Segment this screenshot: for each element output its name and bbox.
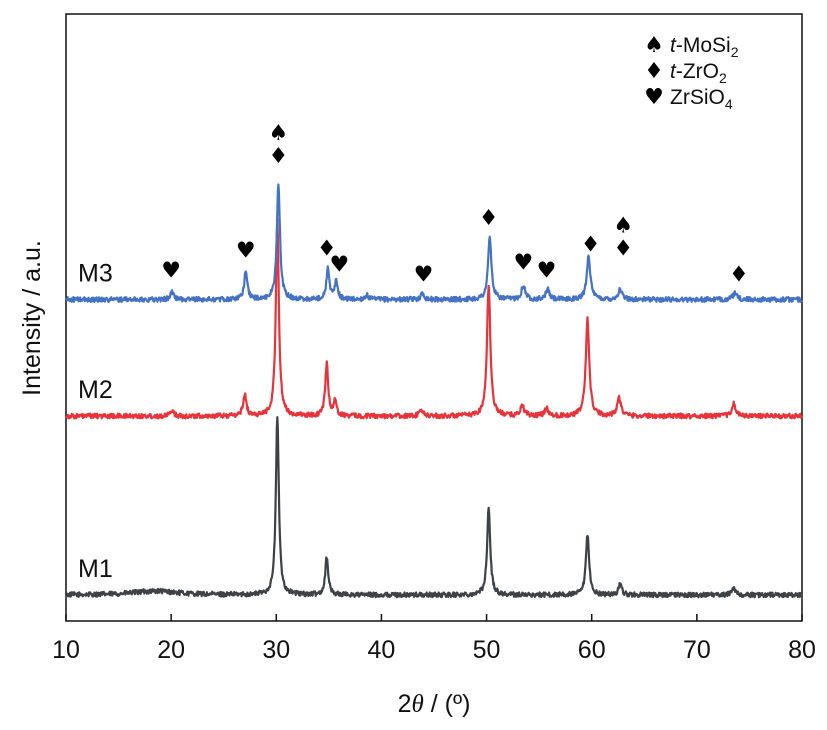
series-line-m3 xyxy=(65,183,803,303)
peak-marker: ♠ xyxy=(269,121,289,146)
peak-marker: ♥ xyxy=(161,258,181,283)
series-labels: M1 M2 M3 xyxy=(78,260,113,583)
series-label-m3: M3 xyxy=(78,260,113,288)
legend: ♠ t-MoSi2♦ t-ZrO2♥ ZrSiO4 xyxy=(644,33,739,112)
plot-frame xyxy=(65,13,803,622)
x-axis-title: 2θ / (º) xyxy=(398,690,471,718)
x-tick-label: 60 xyxy=(578,636,606,664)
peak-marker: ♥ xyxy=(236,238,256,263)
legend-symbol: ♦ xyxy=(644,59,664,84)
x-tick-label: 50 xyxy=(473,636,501,664)
peak-marker: ♦ xyxy=(317,236,337,261)
series-label-m2: M2 xyxy=(78,376,113,404)
legend-label: ZrSiO4 xyxy=(670,86,733,112)
x-tick-label: 70 xyxy=(683,636,711,664)
x-tick-label: 80 xyxy=(788,636,816,664)
series-line-m2 xyxy=(65,218,804,420)
x-ticks: 10 20 30 40 50 60 70 80 xyxy=(52,614,816,664)
peak-marker: ♠ xyxy=(613,213,633,238)
curves-layer xyxy=(64,183,804,599)
peak-marker: ♦ xyxy=(581,232,601,257)
peak-marker: ♥ xyxy=(414,262,434,287)
series-label-m1: M1 xyxy=(78,555,113,583)
peak-marker: ♥ xyxy=(330,252,350,277)
peak-marker: ♦ xyxy=(613,236,633,261)
legend-label: t-MoSi2 xyxy=(670,34,739,60)
x-tick-label: 20 xyxy=(157,636,185,664)
peak-marker: ♦ xyxy=(479,206,499,231)
peak-marker: ♦ xyxy=(729,262,749,287)
legend-symbol: ♥ xyxy=(644,85,664,110)
peak-marker: ♥ xyxy=(537,258,557,283)
legend-symbol: ♠ xyxy=(644,33,664,58)
peak-marker: ♥ xyxy=(514,250,534,275)
series-line-m1 xyxy=(64,416,804,599)
x-tick-label: 30 xyxy=(262,636,290,664)
peak-marker: ♦ xyxy=(269,144,289,169)
peak-annotations: ♥♥♠♦♦♥ ♥♦♥ ♥♦♠♦♦ xyxy=(161,121,749,288)
legend-label: t-ZrO2 xyxy=(670,60,727,86)
x-tick-label: 10 xyxy=(52,636,80,664)
y-axis-title: Intensity / a.u. xyxy=(18,240,46,396)
x-tick-label: 40 xyxy=(368,636,396,664)
